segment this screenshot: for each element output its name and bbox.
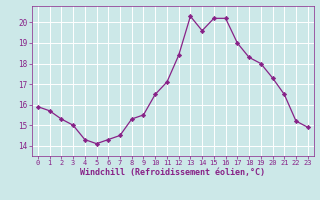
X-axis label: Windchill (Refroidissement éolien,°C): Windchill (Refroidissement éolien,°C) — [80, 168, 265, 177]
